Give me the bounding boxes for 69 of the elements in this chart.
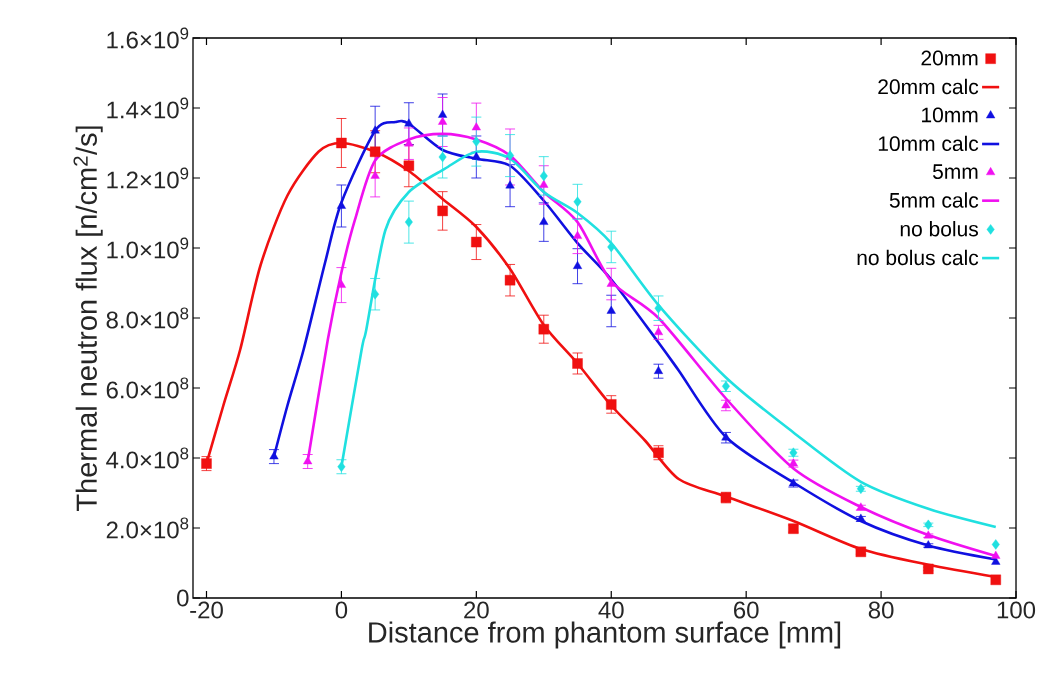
x-tick-label: 100 [997, 601, 1036, 619]
point [573, 196, 582, 207]
x-tick-label: 80 [868, 601, 894, 619]
y-tick-label: 4.0×10$^{8}$ [106, 447, 189, 469]
x-axis-title: Distance from phantom surface [mm] [369, 621, 841, 649]
x-tick-label: -20 [190, 601, 223, 619]
legend-label: 5mm calc [889, 192, 979, 208]
legend-label: no bolus calc [857, 249, 979, 266]
y-tick-label: 1.6×10$^{9}$ [107, 27, 189, 49]
point [606, 305, 616, 314]
point [438, 116, 448, 125]
point [990, 574, 1001, 585]
point [505, 180, 515, 189]
legend-label: no bolus [900, 221, 978, 237]
point [923, 530, 933, 539]
point [370, 170, 380, 179]
point [404, 118, 414, 127]
y-tick-label: 2.0×10$^{8}$ [106, 517, 189, 539]
point [607, 241, 616, 253]
legend-label: 20mm calc [878, 78, 979, 95]
point [572, 230, 583, 239]
point [369, 146, 381, 157]
x-tick-label: 60 [734, 601, 759, 619]
y-tick-label: 6.0×10$^{8}$ [106, 377, 189, 399]
point [370, 125, 380, 134]
y-tick-label: 1.0×10$^{9}$ [107, 237, 189, 259]
point [472, 136, 481, 147]
y-tick-label: 1.2×10$^{9}$ [107, 167, 189, 189]
point [572, 358, 583, 369]
point [653, 327, 663, 336]
y-tick-label: 1.4×10$^{9}$ [107, 97, 189, 119]
point [539, 170, 548, 182]
point [504, 274, 516, 286]
legend-label: 5mm [932, 164, 978, 180]
point [303, 456, 313, 465]
point [336, 200, 346, 209]
point [923, 540, 933, 549]
point [269, 451, 279, 460]
point [336, 137, 347, 149]
y-tick-label: 8.0×10$^{8}$ [106, 307, 189, 329]
point [991, 539, 1000, 550]
point [924, 519, 933, 531]
point [572, 261, 583, 269]
x-tick-label: 20 [464, 601, 489, 619]
point [404, 216, 413, 228]
y-tick-label: 0 [177, 589, 189, 607]
legend-label: 10mm [922, 107, 978, 123]
point [606, 278, 616, 287]
point [471, 122, 481, 131]
legend-label: 10mm calc [878, 135, 979, 152]
point [538, 324, 549, 335]
point [539, 179, 549, 188]
point [539, 216, 549, 225]
point [856, 513, 866, 522]
point [438, 109, 448, 118]
point [471, 236, 482, 248]
point [991, 550, 1001, 559]
point [371, 289, 380, 300]
point [606, 399, 617, 410]
point [336, 279, 346, 288]
point [437, 205, 448, 217]
point [403, 160, 415, 171]
point [438, 151, 447, 163]
x-tick-label: 0 [335, 601, 348, 619]
x-tick-label: 40 [598, 601, 624, 619]
point [471, 151, 481, 160]
legend-label: 20mm [921, 50, 978, 66]
point [654, 303, 663, 314]
y-axis-title: Thermal neutron flux [n/cm$^{2}$/s] [73, 126, 103, 511]
